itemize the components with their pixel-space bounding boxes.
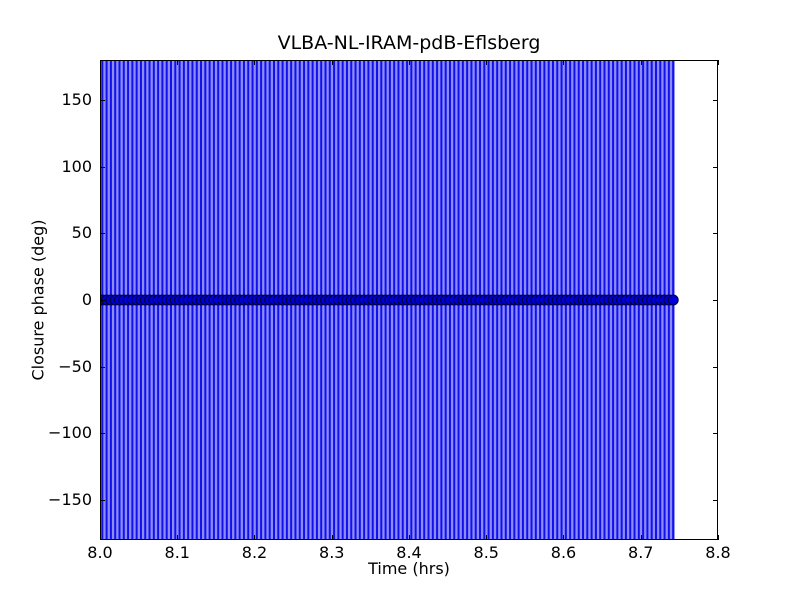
x-tick-label: 8.2: [241, 543, 268, 562]
x-axis-label: Time (hrs): [368, 559, 450, 578]
y-tick-label: −50: [58, 356, 92, 376]
x-tick-label: 8.1: [164, 543, 190, 562]
tick-marks: [100, 60, 719, 540]
x-tick-label: 8.8: [705, 543, 731, 562]
y-tick-label: 150: [61, 90, 92, 109]
y-tick-label: −100: [48, 423, 92, 443]
y-tick-label: 50: [71, 223, 92, 243]
data-point-marker: [667, 294, 679, 306]
y-tick-label: 0: [81, 290, 92, 309]
x-tick-label: 8.4: [396, 543, 422, 562]
y-tick-label: 100: [61, 156, 92, 176]
chart-title: VLBA-NL-IRAM-pdB-Eflsberg: [277, 32, 541, 54]
series-closure-phase-vs-time: [100, 60, 679, 540]
x-tick-label: 8.5: [473, 543, 499, 562]
x-tick-label: 8.6: [550, 543, 577, 562]
x-tick-label: 8.0: [87, 543, 113, 562]
x-tick-label: 8.3: [319, 543, 345, 562]
x-tick-label: 8.7: [628, 543, 654, 562]
y-tick-label: −150: [48, 490, 92, 509]
